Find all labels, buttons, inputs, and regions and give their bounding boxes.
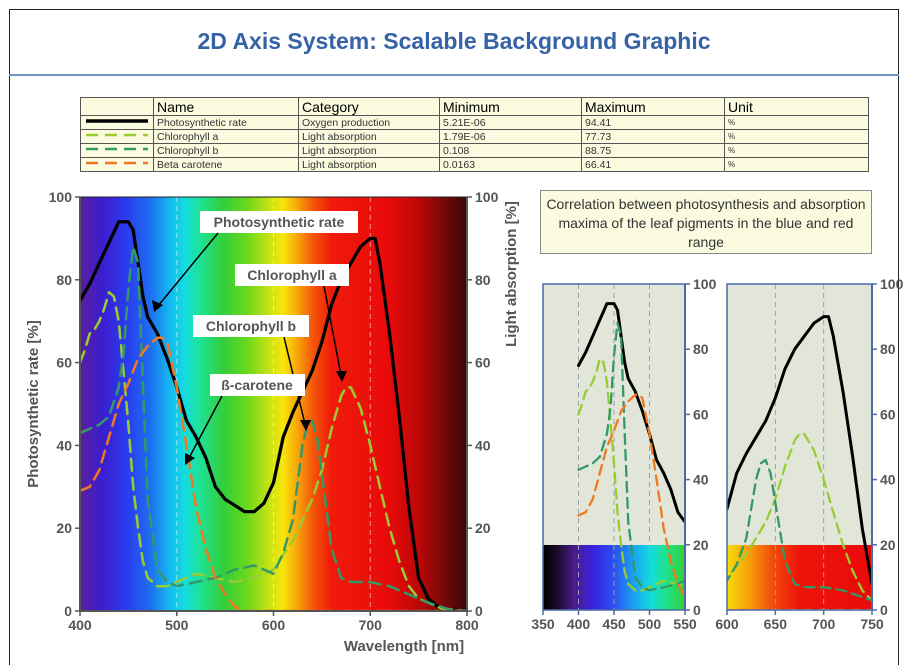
annotation-beta-carotene: ß-carotene xyxy=(185,374,305,465)
table-cell-category: Oxygen production xyxy=(298,115,440,130)
series-table: Name Category Minimum Maximum Unit Photo… xyxy=(80,97,869,172)
table-cell-name: Photosynthetic rate xyxy=(153,115,299,130)
red-range-x-tick-label: 600 xyxy=(715,616,739,632)
table-cell-category: Light absorption xyxy=(298,143,440,158)
main-x-axis-label: Wavelength [nm] xyxy=(344,638,464,655)
red-range-series-chlorophyll-b xyxy=(727,458,872,602)
red-range-grid xyxy=(774,284,825,610)
main-y2-tick-label: 40 xyxy=(475,437,491,453)
red-range-series xyxy=(727,315,872,610)
blue-range-x-tick-label: 550 xyxy=(673,616,697,632)
main-y2-tick-label: 60 xyxy=(475,355,491,371)
page-frame xyxy=(9,9,899,665)
blue-range-x-tick-label: 400 xyxy=(567,616,591,632)
main-y-tick-label: 80 xyxy=(56,272,72,288)
main-y2-tick-label: 100 xyxy=(475,189,499,205)
blue-range-series-chlorophyll-a xyxy=(577,357,685,592)
main-grid xyxy=(176,197,371,611)
main-y-tick-label: 40 xyxy=(56,437,72,453)
legend-swatch xyxy=(80,157,154,172)
main-y-tick-label: 20 xyxy=(56,520,72,536)
annotation-chlorophyll-b-label: Chlorophyll b xyxy=(206,318,296,334)
blue-range-x-tick-label: 500 xyxy=(638,616,662,632)
blue-range-y2-tick-label: 0 xyxy=(693,602,701,618)
main-y2-tick-label: 80 xyxy=(475,272,491,288)
red-range-x-tick-label: 700 xyxy=(812,616,836,632)
main-x-tick-label: 800 xyxy=(455,617,479,633)
page-title: 2D Axis System: Scalable Background Grap… xyxy=(197,28,711,54)
red-range-y2-tick-label: 100 xyxy=(880,276,904,292)
red-range-y2-tick-label: 20 xyxy=(880,537,896,553)
red-range-y2-tick-label: 0 xyxy=(880,602,888,618)
main-series xyxy=(80,220,467,611)
main-x-tick-label: 700 xyxy=(359,617,383,633)
table-cell-min: 1.79E-06 xyxy=(439,129,582,144)
blue-range-series-photosynthetic-rate xyxy=(577,302,685,524)
blue-range-x-tick-label: 350 xyxy=(531,616,555,632)
red-range-series-chlorophyll-a xyxy=(727,432,872,602)
blue-range-series-chlorophyll-b xyxy=(577,321,685,592)
main-y-tick-label: 60 xyxy=(56,355,72,371)
annotation-photosynthetic-rate: Photosynthetic rate xyxy=(152,211,358,312)
table-header-unit: Unit xyxy=(724,97,869,116)
main-y2-tick-label: 20 xyxy=(475,520,491,536)
table-cell-name: Beta carotene xyxy=(153,157,299,172)
red-range-background xyxy=(727,284,872,545)
table-header-maximum: Maximum xyxy=(581,97,725,116)
blue-range-y2-tick-label: 20 xyxy=(693,537,709,553)
blue-range-y2-tick-label: 80 xyxy=(693,341,709,357)
red-range-y2-tick-label: 40 xyxy=(880,472,896,488)
main-x-tick-label: 500 xyxy=(165,617,189,633)
main-y-tick-label: 100 xyxy=(49,189,73,205)
annotation-photosynthetic-rate-label: Photosynthetic rate xyxy=(214,214,345,230)
blue-range-grid xyxy=(578,284,650,610)
main-y2-tick-label: 0 xyxy=(475,603,483,619)
table-cell-category: Light absorption xyxy=(298,157,440,172)
blue-range-x-tick-label: 450 xyxy=(602,616,626,632)
main-y2-axis-label: Light absorption [%] xyxy=(503,201,520,347)
main-series-chlorophyll-a xyxy=(80,290,467,611)
blue-range-y2-tick-label: 40 xyxy=(693,472,709,488)
table-cell-min: 0.0163 xyxy=(439,157,582,172)
table-row: Photosynthetic rate Oxygen production 5.… xyxy=(80,115,869,130)
main-y-tick-label: 0 xyxy=(64,603,72,619)
annotation-chlorophyll-a-label: Chlorophyll a xyxy=(247,267,337,283)
red-spectrum-strip xyxy=(727,545,872,610)
red-range-y2-tick-label: 60 xyxy=(880,406,896,422)
title-divider xyxy=(9,74,899,76)
main-x-tick-label: 400 xyxy=(68,617,92,633)
blue-range-series-beta-carotene xyxy=(577,393,685,599)
table-row: Beta carotene Light absorption 0.0163 66… xyxy=(80,157,869,172)
main-series-photosynthetic-rate xyxy=(80,220,467,611)
annotation-chlorophyll-a: Chlorophyll a xyxy=(235,264,349,382)
red-range-x-tick-label: 750 xyxy=(860,616,884,632)
main-x-tick-label: 600 xyxy=(262,617,286,633)
table-row: Chlorophyll a Light absorption 1.79E-06 … xyxy=(80,129,869,144)
red-range-y2-tick-label: 80 xyxy=(880,341,896,357)
red-range-x-tick-label: 650 xyxy=(764,616,788,632)
blue-range-series xyxy=(577,302,685,599)
table-cell-unit: % xyxy=(724,157,869,172)
blue-range-y2-tick-label: 100 xyxy=(693,276,717,292)
red-range-series-photosynthetic-rate xyxy=(727,315,872,587)
table-row: Chlorophyll b Light absorption 0.108 88.… xyxy=(80,143,869,158)
main-series-beta-carotene xyxy=(80,336,467,611)
annotation-beta-carotene-label: ß-carotene xyxy=(221,377,293,393)
blue-range-y2-tick-label: 60 xyxy=(693,406,709,422)
main-series-chlorophyll-b xyxy=(80,245,467,611)
correlation-note: Correlation between photosynthesis and a… xyxy=(540,190,872,254)
main-y-axis-label: Photosynthetic rate [%] xyxy=(25,320,42,488)
